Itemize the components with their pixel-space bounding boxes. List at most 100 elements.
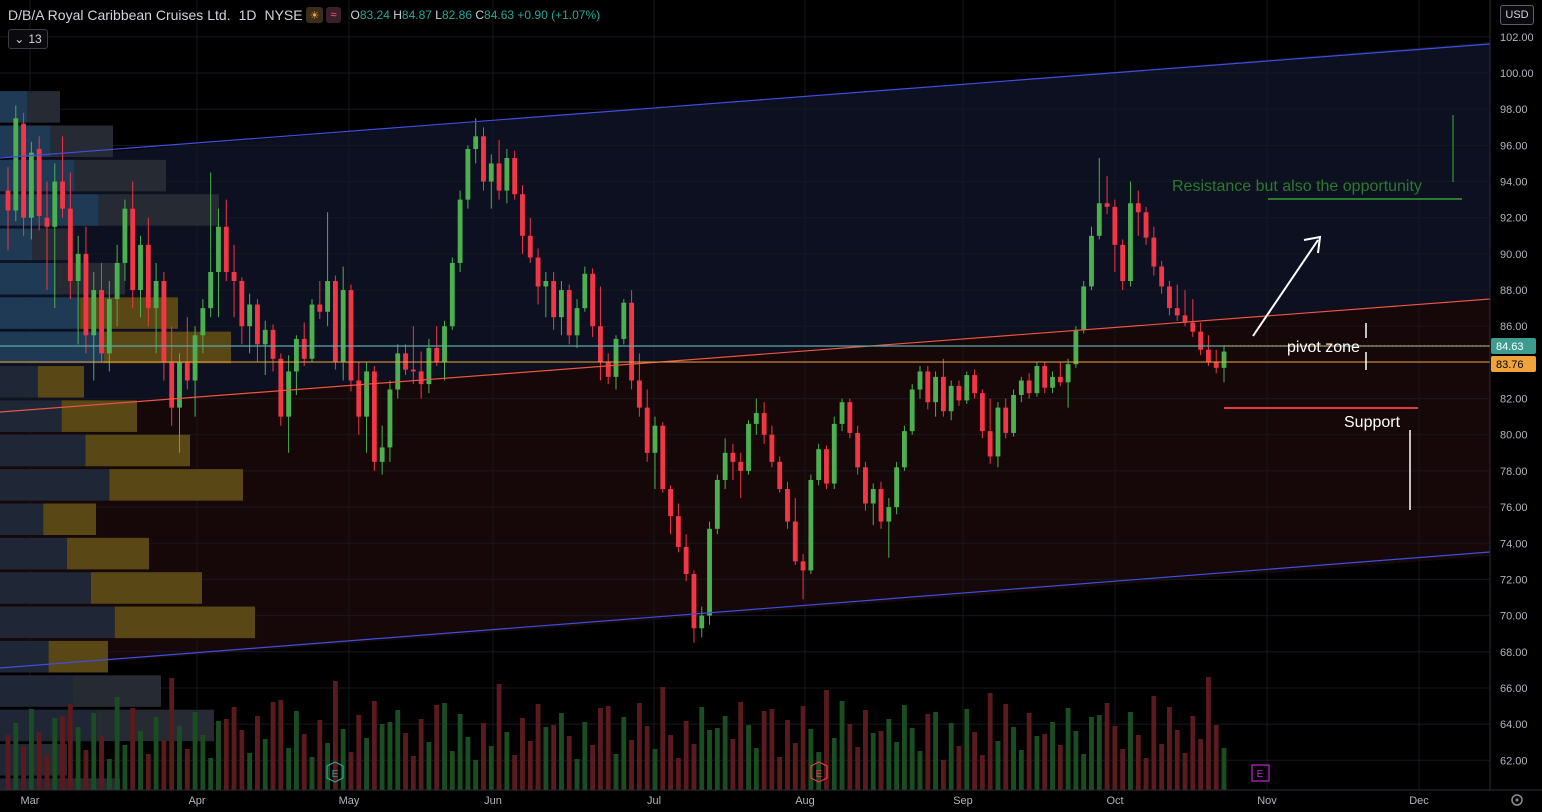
- earnings-markers[interactable]: E E E: [326, 761, 1270, 783]
- market-status-icon[interactable]: ☀: [305, 7, 324, 23]
- candle-body: [675, 516, 681, 547]
- candle-body: [543, 281, 549, 287]
- volume-bar: [597, 708, 603, 790]
- volume-bar: [683, 721, 689, 790]
- volume-bar: [995, 741, 1001, 790]
- volume-bar: [153, 717, 159, 790]
- volume-bar: [792, 743, 798, 790]
- profile-bar-right: [27, 91, 60, 123]
- candle-body: [293, 338, 299, 372]
- candle-body: [364, 371, 369, 417]
- candle-body: [1213, 362, 1219, 368]
- x-tick-label: Oct: [1106, 795, 1123, 807]
- candle-body: [668, 489, 673, 517]
- candle-body: [106, 299, 112, 354]
- y-tick-label: 74.00: [1500, 538, 1528, 550]
- profile-bar-left: [0, 537, 68, 570]
- candles: [5, 105, 1227, 643]
- candle-body: [1174, 308, 1180, 316]
- candle-body: [504, 158, 510, 191]
- volume-bar: [1042, 734, 1048, 790]
- indicators-toggle[interactable]: ⌄ 13: [8, 29, 48, 49]
- time-axis[interactable]: Mar Apr May Jun Jul Aug Sep Oct Nov Dec: [21, 795, 1430, 807]
- volume-bar: [177, 726, 182, 790]
- candle-body: [130, 208, 136, 291]
- price-axis[interactable]: 102.00 100.00 98.00 96.00 94.00 92.00 90.00 88.…: [1500, 32, 1534, 767]
- volume-bar: [613, 754, 619, 790]
- y-tick-label: 70.00: [1500, 611, 1528, 623]
- currency-select[interactable]: USD: [1500, 5, 1534, 25]
- candle-body: [153, 281, 159, 309]
- candle-body: [379, 447, 385, 462]
- profile-bar-right: [109, 469, 243, 501]
- profile-bar-right: [98, 194, 219, 226]
- candle-body: [91, 290, 97, 336]
- profile-bar-right: [43, 503, 96, 536]
- volume-bar: [449, 751, 455, 790]
- volume-bar: [636, 703, 642, 790]
- candle-body: [691, 574, 697, 629]
- earnings-icon-oct[interactable]: E: [1251, 764, 1270, 782]
- profile-bar-right: [90, 572, 202, 604]
- price-axis-bg: [1490, 0, 1542, 812]
- candle-body: [520, 194, 525, 236]
- candle-body: [621, 302, 627, 339]
- arrow-shaft: [1252, 239, 1319, 337]
- candle-body: [434, 347, 440, 363]
- candle-body: [699, 615, 705, 629]
- candle-body: [769, 434, 775, 462]
- candle-body: [21, 123, 27, 218]
- volume-bar: [481, 723, 486, 790]
- volume-bar: [216, 721, 221, 790]
- volume-bar: [979, 755, 985, 790]
- volume-bar: [972, 732, 977, 790]
- volume-bar: [675, 758, 681, 790]
- candle-body: [909, 389, 915, 432]
- volume-bar: [410, 756, 416, 790]
- candle-body: [847, 402, 853, 433]
- candle-body: [52, 181, 58, 227]
- volume-bar: [1057, 745, 1063, 790]
- candle-body: [1089, 235, 1094, 287]
- candle-body: [1151, 237, 1157, 267]
- volume-bar: [527, 741, 533, 790]
- volume-bar: [917, 751, 923, 790]
- x-tick-label: Apr: [188, 795, 205, 807]
- volume-bar: [255, 716, 260, 790]
- candle-body: [956, 385, 962, 401]
- volume-bar: [106, 759, 112, 790]
- volume-bar: [909, 728, 915, 790]
- earnings-icon-jul[interactable]: E: [810, 761, 828, 783]
- volume-bar: [512, 755, 518, 790]
- volume-bar: [122, 745, 128, 790]
- candle-body: [457, 199, 463, 263]
- volume-bar: [91, 713, 97, 790]
- symbol-name[interactable]: D/B/A Royal Caribbean Cruises Ltd.: [8, 7, 231, 23]
- candle-body: [356, 380, 362, 417]
- volume-bar: [145, 754, 151, 790]
- candle-body: [559, 290, 564, 318]
- settings-gear-icon[interactable]: [1511, 794, 1523, 806]
- volume-bars: [5, 677, 1227, 790]
- volume-bar: [1104, 703, 1110, 790]
- profile-bar-left: [0, 606, 115, 639]
- profile-bar-left: [0, 503, 44, 536]
- volume-bar: [301, 734, 307, 790]
- volume-bar: [496, 684, 502, 790]
- interval-label[interactable]: 1D: [238, 7, 257, 23]
- svg-text:E: E: [332, 769, 339, 780]
- candle-body: [114, 262, 120, 300]
- volume-bar: [161, 740, 167, 790]
- volume-bar: [138, 731, 143, 790]
- candle-body: [169, 362, 175, 408]
- earnings-icon-may[interactable]: E: [326, 761, 344, 783]
- y-tick-label: 90.00: [1500, 249, 1528, 261]
- exchange-label: NYSE: [264, 7, 303, 23]
- volume-bar: [621, 717, 627, 790]
- volume-bar: [699, 707, 705, 790]
- candle-body: [309, 304, 315, 359]
- volume-bar: [660, 687, 666, 790]
- data-wave-icon[interactable]: ≈: [326, 7, 341, 23]
- candle-body: [566, 290, 572, 336]
